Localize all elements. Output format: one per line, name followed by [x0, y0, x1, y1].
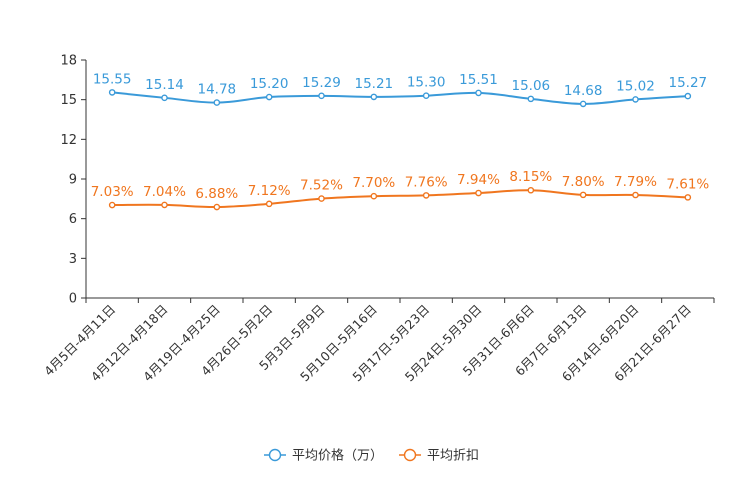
data-point: [370, 192, 378, 200]
y-tick-label: 0: [69, 292, 77, 307]
axes: 03691215184月5日-4月11日4月12日-4月18日4月19日-4月2…: [41, 54, 715, 384]
y-tick-label: 6: [69, 212, 77, 227]
data-point: [161, 201, 168, 209]
data-point: [161, 94, 168, 102]
data-label: 7.80%: [562, 174, 605, 190]
data-label: 15.21: [355, 76, 394, 92]
data-label: 7.03%: [91, 184, 134, 200]
data-point: [579, 191, 587, 199]
y-tick-label: 9: [69, 173, 77, 188]
data-label: 15.30: [407, 75, 446, 91]
data-label: 7.79%: [614, 174, 657, 190]
series-line-1: [112, 189, 688, 209]
data-point: [265, 200, 273, 208]
y-tick-label: 15: [60, 93, 77, 108]
data-label: 7.94%: [457, 172, 500, 188]
data-label: 15.27: [669, 75, 708, 91]
data-label: 15.55: [93, 71, 132, 87]
data-point: [265, 93, 273, 101]
data-label: 7.70%: [352, 175, 395, 191]
legend: 平均价格（万） 平均折扣: [264, 448, 479, 464]
data-point: [422, 92, 430, 99]
data-label: 15.29: [302, 75, 341, 91]
legend-marker-icon: [403, 448, 417, 462]
data-point: [318, 92, 325, 100]
data-point: [527, 95, 535, 103]
data-point: [632, 96, 639, 103]
data-label: 7.52%: [300, 178, 343, 194]
legend-label: 平均价格（万）: [292, 448, 383, 464]
legend-marker-icon: [268, 448, 282, 462]
data-point: [108, 89, 116, 96]
data-point: [579, 100, 587, 108]
data-point: [684, 92, 692, 100]
data-label: 15.02: [616, 78, 655, 94]
legend-item-0[interactable]: 平均价格（万）: [264, 448, 383, 464]
data-point: [684, 194, 692, 201]
data-point: [632, 191, 639, 199]
y-tick-label: 3: [69, 252, 77, 267]
data-label: 14.78: [198, 82, 237, 98]
data-point: [422, 192, 430, 199]
legend-item-1[interactable]: 平均折扣: [399, 449, 479, 464]
y-tick-label: 12: [60, 133, 77, 148]
data-point: [213, 99, 221, 106]
data-point: [318, 195, 325, 202]
data-point: [475, 189, 482, 197]
data-labels: 15.55 15.14 14.78 15.20 15.29 15.21 15.30 15.51…: [91, 71, 710, 202]
data-label: 7.61%: [666, 176, 709, 192]
data-point: [213, 203, 221, 211]
data-label: 7.12%: [248, 183, 291, 199]
data-label: 7.76%: [405, 174, 448, 190]
data-point: [108, 201, 116, 209]
series-line-0: [112, 91, 688, 105]
data-point: [370, 93, 378, 101]
series-layer: [108, 89, 692, 211]
data-point: [527, 186, 535, 194]
y-tick-label: 18: [60, 54, 77, 69]
data-label: 15.14: [145, 77, 184, 93]
data-label: 15.20: [250, 76, 289, 92]
data-label: 8.15%: [509, 169, 552, 185]
data-label: 15.06: [512, 78, 551, 94]
data-point: [475, 89, 482, 97]
data-label: 14.68: [564, 83, 603, 99]
legend-label: 平均折扣: [427, 449, 479, 464]
data-label: 7.04%: [143, 184, 186, 200]
data-label: 6.88%: [195, 186, 238, 202]
data-label: 15.51: [459, 72, 498, 88]
